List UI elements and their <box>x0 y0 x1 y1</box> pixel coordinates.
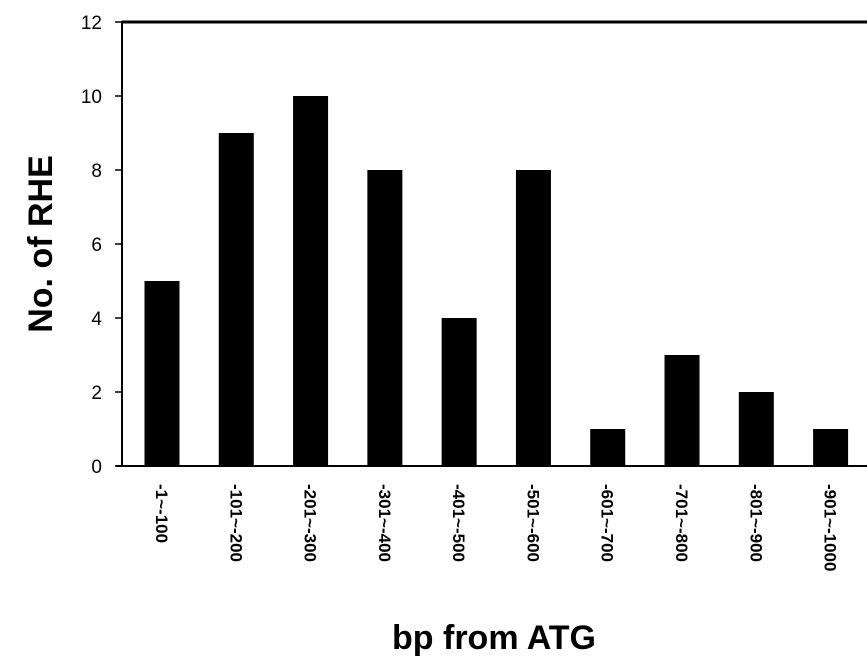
x-tick-label: -301~-400 <box>375 484 394 562</box>
y-tick-label: 8 <box>91 161 102 182</box>
bar <box>664 355 700 466</box>
bar <box>218 133 254 466</box>
bars <box>144 96 849 466</box>
x-tick-label: -901~-1000 <box>821 484 840 571</box>
y-axis-title: No. of RHE <box>22 155 60 333</box>
x-tick-label: -401~-500 <box>449 484 468 562</box>
bar <box>738 392 774 466</box>
y-tick-label: 2 <box>91 383 102 404</box>
x-tick-label: -701~-800 <box>672 484 691 562</box>
bar <box>293 96 329 466</box>
y-tick-label: 12 <box>81 13 102 34</box>
bar <box>367 170 403 466</box>
y-tick-label: 4 <box>91 309 102 330</box>
y-tick-label: 6 <box>91 235 102 256</box>
y-axis-ticks: 0 2 4 6 8 10 12 <box>81 13 122 478</box>
x-tick-label: -801~-900 <box>746 484 765 562</box>
x-tick-label: -501~-600 <box>523 484 542 562</box>
x-axis-tick-labels: -1~-100 -101~-200 -201~-300 -301~-400 -401~-… <box>152 484 840 571</box>
y-tick-label: 0 <box>91 457 102 478</box>
bar <box>590 429 626 466</box>
x-tick-label: -201~-300 <box>301 484 320 562</box>
bar <box>144 281 180 466</box>
y-tick-label: 10 <box>81 87 102 108</box>
x-tick-label: -1~-100 <box>152 484 171 543</box>
x-tick-label: -101~-200 <box>226 484 245 562</box>
bar <box>515 170 551 466</box>
bar <box>441 318 477 466</box>
x-tick-label: -601~-700 <box>598 484 617 562</box>
x-axis-title: bp from ATG <box>392 619 596 657</box>
bar <box>813 429 849 466</box>
